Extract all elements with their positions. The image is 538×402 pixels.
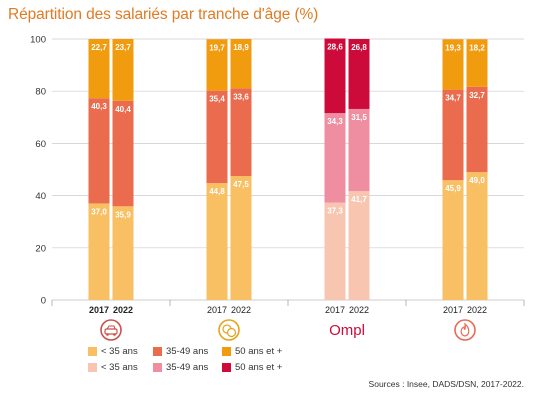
group-icons: Ompl <box>100 319 476 341</box>
bar-segment <box>112 100 134 207</box>
data-label: 26,8 <box>351 43 367 52</box>
x-tick-label: 2017 <box>207 305 227 315</box>
legend-swatch <box>222 347 231 356</box>
bar-segment <box>88 98 110 204</box>
data-label: 34,3 <box>327 117 343 126</box>
bar-segment <box>324 202 346 300</box>
legend-label: 35-49 ans <box>166 362 209 373</box>
bar-segment <box>230 88 252 177</box>
data-label: 23,7 <box>115 43 131 52</box>
bar-segment <box>206 39 228 91</box>
car-repair-icon <box>100 319 122 341</box>
legend-item: 35-49 ans <box>153 346 208 357</box>
legend-swatch <box>153 347 162 356</box>
y-axis: 0 20 40 60 80 100 <box>30 35 46 307</box>
coins-icon <box>218 319 240 341</box>
bar-segment <box>348 108 370 192</box>
y-tick-label: 80 <box>35 87 46 98</box>
data-label: 18,2 <box>469 43 485 52</box>
y-tick-label: 60 <box>35 139 46 150</box>
bar-segment <box>88 39 110 99</box>
source-note: Sources : Insee, DADS/DSN, 2017-2022. <box>368 379 524 389</box>
legend-item: < 35 ans <box>88 362 138 373</box>
x-tick-label: 2022 <box>467 305 487 315</box>
y-tick-label: 40 <box>35 191 46 202</box>
data-label: 40,4 <box>115 105 131 114</box>
bar-segment <box>230 176 252 300</box>
legend-swatch <box>88 347 97 356</box>
bar-segment <box>348 191 370 300</box>
legend-label: 50 ans et + <box>235 346 283 357</box>
bar-segment <box>88 203 110 300</box>
y-tick-label: 20 <box>35 243 46 254</box>
bar-segment <box>442 39 464 90</box>
legend-label: 50 ans et + <box>235 362 283 373</box>
data-label: 47,5 <box>233 180 249 189</box>
x-tick-label: 2017 <box>89 305 109 315</box>
legend-label: 35-49 ans <box>166 346 209 357</box>
x-tick-label: 2017 <box>325 305 345 315</box>
x-tick-label: 2017 <box>443 305 463 315</box>
data-label: 19,7 <box>209 43 225 52</box>
legend-item: 50 ans et + <box>222 346 282 357</box>
legend-item: 50 ans et + <box>222 362 282 373</box>
bar-segment <box>324 38 346 114</box>
bar-segment <box>442 89 464 181</box>
chart-title: Répartition des salariés par tranche d'â… <box>8 6 319 23</box>
bar-segment <box>466 172 488 300</box>
ompl-logo-text: Ompl <box>329 322 365 339</box>
y-tick-label: 0 <box>41 296 46 307</box>
bar-segment <box>442 180 464 300</box>
legend-item: < 35 ans <box>88 346 138 357</box>
x-tick-label: 2022 <box>113 305 133 315</box>
bar-segment <box>466 86 488 173</box>
data-label: 28,6 <box>327 42 343 51</box>
data-label: 34,7 <box>445 94 461 103</box>
bar-segment <box>324 113 346 203</box>
legend-label: < 35 ans <box>101 362 138 373</box>
data-label: 41,7 <box>351 195 367 204</box>
legend-label: < 35 ans <box>101 346 138 357</box>
data-label: 45,9 <box>445 184 461 193</box>
flame-icon <box>454 319 476 341</box>
x-tick-label: 2022 <box>231 305 251 315</box>
data-label: 31,5 <box>351 113 367 122</box>
bar-segment <box>206 183 228 300</box>
data-label: 32,7 <box>469 91 485 100</box>
x-axis: 2017 2022 2017 2022 2017 2022 2017 2022 <box>51 300 525 315</box>
data-label: 22,7 <box>91 43 107 52</box>
bar-segment <box>112 39 134 101</box>
data-label: 18,9 <box>233 43 249 52</box>
legend-swatch <box>222 363 231 372</box>
data-label: 40,3 <box>91 102 107 111</box>
data-label: 33,6 <box>233 92 249 101</box>
data-label: 35,9 <box>115 210 131 219</box>
legend-item: 35-49 ans <box>153 362 208 373</box>
bar-segment <box>348 39 370 109</box>
bar-segment <box>466 39 488 87</box>
x-tick-label: 2022 <box>349 305 369 315</box>
data-label: 44,8 <box>209 187 225 196</box>
bar-segment <box>230 39 252 89</box>
legend-swatch <box>88 363 97 372</box>
data-label: 19,3 <box>445 43 461 52</box>
data-label: 37,0 <box>91 207 107 216</box>
bars: 37,0 40,3 22,7 35,9 40,4 23,7 44,8 35,4 19,7 47,5… <box>88 38 488 300</box>
data-label: 49,0 <box>469 176 485 185</box>
y-tick-label: 100 <box>30 35 46 46</box>
data-label: 37,3 <box>327 207 343 216</box>
bar-segment <box>206 90 228 184</box>
legend-swatch <box>153 363 162 372</box>
bar-segment <box>112 206 134 300</box>
data-label: 35,4 <box>209 95 225 104</box>
ompl-logo: Ompl <box>329 322 365 339</box>
